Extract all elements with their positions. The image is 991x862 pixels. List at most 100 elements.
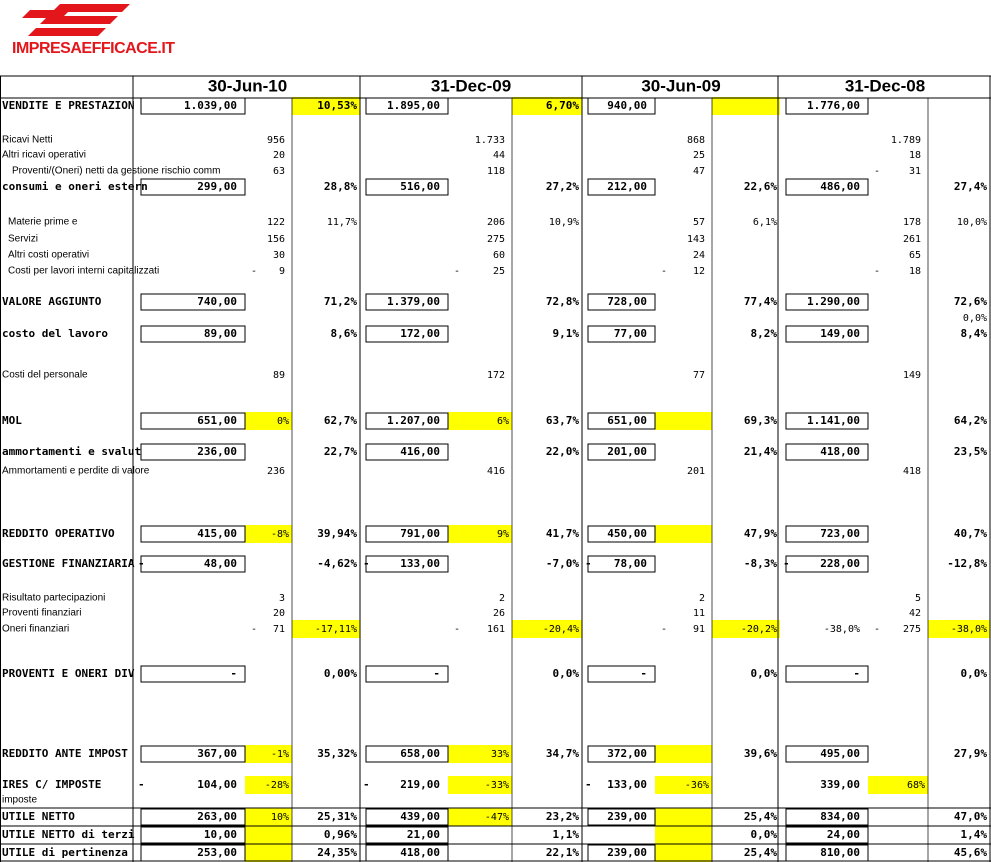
detail-value: 31 [909,166,921,177]
detail-value: 5 [915,593,921,604]
percent: 0,0% [963,313,987,324]
value: 1.379,00 [387,295,440,308]
sign: - [363,778,370,791]
percent: 47,9% [744,527,777,540]
value-box [785,555,869,573]
value-box [365,665,449,683]
highlight-cell [448,525,512,543]
percent: 24,35% [317,846,357,859]
percent: 8,6% [331,327,358,340]
sign: - [783,557,790,570]
row-label: consumi e oneri estern [2,180,148,193]
change: 6% [497,416,509,427]
percent: 25,31% [317,810,357,823]
detail-value: 416 [487,466,505,477]
value: 133,00 [400,557,440,570]
percent: -7,0% [546,557,579,570]
change: 68% [907,780,925,791]
value: 1.039,00 [184,99,237,112]
row-label: REDDITO OPERATIVO [2,527,115,540]
detail-value: 2 [699,593,705,604]
value-box [785,412,869,430]
value: 24,00 [827,828,860,841]
percent: 63,7% [546,414,579,427]
value: 651,00 [607,414,647,427]
detail-value: 30 [273,250,285,261]
value-box [587,665,656,683]
value-box [140,443,246,461]
value: 299,00 [197,180,237,193]
percent: 23,2% [546,810,579,823]
row-label: REDDITO ANTE IMPOST [2,747,128,760]
value-box [785,443,869,461]
detail-value: 172 [487,370,505,381]
percent: 10,53% [317,99,357,112]
value: 104,00 [197,778,237,791]
detail-value: 63 [273,166,285,177]
value-box [785,97,869,115]
value-box [587,325,656,343]
value-box [365,325,449,343]
value: 239,00 [607,810,647,823]
detail-value: 57 [693,217,705,228]
value: 77,00 [614,327,647,340]
detail-value: 122 [267,217,285,228]
highlight-cell [655,844,712,862]
value-box [140,412,246,430]
row-label: Proventi finanziari [2,608,81,619]
detail-value: 18 [909,266,921,277]
row-label: GESTIONE FINANZIARIA [2,557,135,570]
row-label: Risultato partecipazioni [2,593,105,604]
detail-value: 275 [487,234,505,245]
percent: -38,0% [951,624,987,635]
row-label: VENDITE E PRESTAZION [2,99,134,112]
highlight-cell [292,620,360,638]
percent: 10,9% [549,217,579,228]
value-box [365,178,449,196]
percent: 40,7% [954,527,987,540]
row-label: Ammortamenti e perdite di valore [2,466,150,477]
percent: 71,2% [324,295,357,308]
detail-value: 178 [903,217,921,228]
highlight-cell [448,776,512,794]
detail-sign: - [874,166,880,177]
highlight-cell [245,826,292,844]
value-box [140,826,246,844]
logo-stripe [52,4,130,12]
highlight-cell [245,745,292,763]
percent: -4,62% [317,557,357,570]
value: 236,00 [197,445,237,458]
value-box [140,745,246,763]
detail-value: 42 [909,608,921,619]
detail-value: 60 [493,250,505,261]
value-box [785,525,869,543]
value-box [365,745,449,763]
value: 1.207,00 [387,414,440,427]
value: 228,00 [820,557,860,570]
sign: - [138,557,145,570]
percent: 21,4% [744,445,777,458]
row-label: VALORE AGGIUNTO [2,295,102,308]
percent: -20,2% [741,624,777,635]
value-box [365,844,449,862]
highlight-cell [448,745,512,763]
change: -28% [265,780,289,791]
percent: 1,1% [553,828,580,841]
percent: 41,7% [546,527,579,540]
detail-value: 3 [279,593,285,604]
value: 723,00 [820,527,860,540]
percent: 0,0% [961,667,988,680]
sign: - [138,778,145,791]
percent: -12,8% [947,557,987,570]
value-box [785,325,869,343]
value: 372,00 [607,747,647,760]
value: 10,00 [204,828,237,841]
value-box [587,745,656,763]
value-box [365,555,449,573]
percent: 22,6% [744,180,777,193]
value: 89,00 [204,327,237,340]
value: 834,00 [820,810,860,823]
percent: 22,7% [324,445,357,458]
detail-value: 1.733 [475,135,505,146]
value-box [365,443,449,461]
